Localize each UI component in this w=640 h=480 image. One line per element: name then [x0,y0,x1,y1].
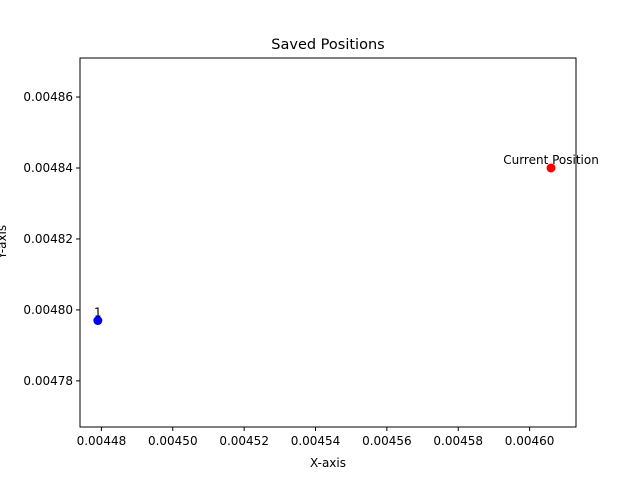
data-point [546,163,556,173]
x-tick-label: 0.00458 [433,434,483,448]
x-axis-ticks: 0.00448 0.00450 0.00452 0.00454 0.00456 0.004… [77,427,555,448]
point-label: Current Position [503,153,599,167]
y-tick-label: 0.00482 [23,232,73,246]
data-points: 1 Current Position [93,153,599,326]
x-tick-label: 0.00456 [362,434,412,448]
x-tick-label: 0.00454 [291,434,341,448]
y-tick-label: 0.00480 [23,303,73,317]
data-point [93,316,103,326]
x-axis-label: X-axis [310,456,346,470]
plot-area [79,57,577,428]
x-tick-label: 0.00450 [148,434,198,448]
y-tick-label: 0.00486 [23,90,73,104]
y-tick-label: 0.00484 [23,161,73,175]
point-label: 1 [94,306,102,320]
y-tick-label: 0.00478 [23,374,73,388]
chart-title: Saved Positions [271,37,384,53]
x-tick-label: 0.00452 [219,434,269,448]
x-tick-label: 0.00448 [77,434,127,448]
y-axis-ticks: 0.00478 0.00480 0.00482 0.00484 0.00486 [23,90,80,388]
y-axis-label: Y-axis [0,225,9,260]
x-tick-label: 0.00460 [505,434,555,448]
